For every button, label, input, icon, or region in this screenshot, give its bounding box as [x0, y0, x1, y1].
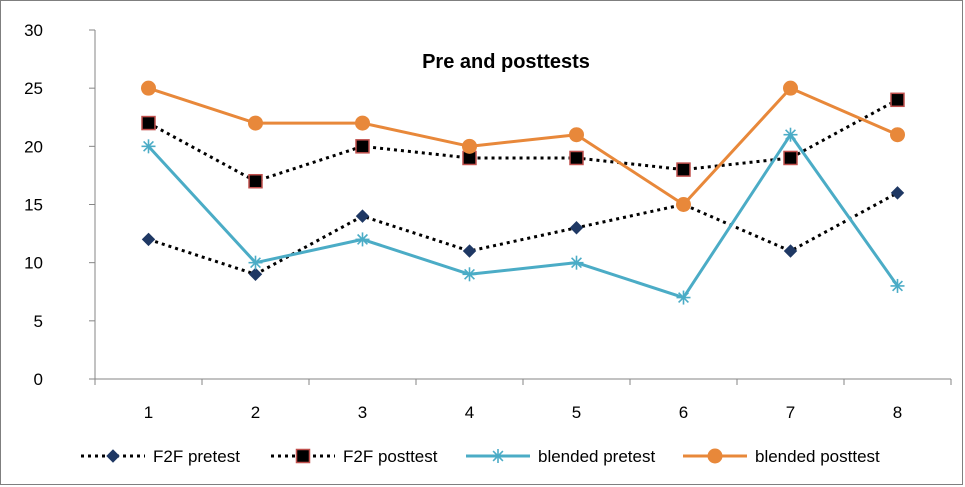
- legend-label: blended posttest: [755, 447, 880, 466]
- y-tick-label: 5: [34, 312, 43, 331]
- legend-label: F2F pretest: [153, 447, 240, 466]
- legend-label: F2F posttest: [343, 447, 438, 466]
- y-tick-label: 0: [34, 370, 43, 389]
- data-point-f2f-pretest: [355, 209, 370, 223]
- legend-item-blended-posttest: blended posttest: [683, 447, 880, 466]
- y-tick-label: 30: [24, 21, 43, 40]
- y-tick-label: 15: [24, 196, 43, 215]
- data-point-blended-pretest: [248, 255, 263, 270]
- data-point-blended-pretest: [462, 267, 477, 282]
- legend-item-f2f-posttest: F2F posttest: [271, 447, 438, 466]
- legend-marker: [707, 448, 723, 464]
- data-point-f2f-posttest: [676, 162, 691, 177]
- data-point-blended-pretest: [569, 255, 584, 270]
- data-point-blended-pretest: [676, 290, 691, 305]
- x-tick-label: 1: [144, 403, 153, 422]
- y-tick-label: 25: [24, 79, 43, 98]
- data-point-blended-posttest: [462, 138, 477, 154]
- y-tick-label: 10: [24, 254, 43, 273]
- data-point-f2f-pretest: [141, 232, 156, 247]
- series-line-f2f-pretest: [148, 191, 899, 276]
- data-point-blended-pretest: [890, 278, 905, 293]
- data-point-blended-pretest: [141, 139, 156, 154]
- x-tick-label: 8: [893, 403, 902, 422]
- data-point-f2f-posttest: [569, 150, 584, 166]
- legend-item-blended-pretest: blended pretest: [466, 447, 655, 466]
- data-point-blended-posttest: [569, 127, 584, 143]
- data-point-blended-pretest: [355, 232, 370, 247]
- x-tick-label: 5: [572, 403, 581, 422]
- x-tick-label: 3: [358, 403, 367, 422]
- legend-marker: [491, 449, 505, 463]
- data-point-f2f-posttest: [141, 115, 156, 131]
- data-point-blended-posttest: [355, 115, 370, 131]
- data-point-f2f-posttest: [355, 139, 370, 154]
- data-point-blended-posttest: [783, 80, 798, 96]
- legend-item-f2f-pretest: F2F pretest: [81, 447, 240, 466]
- series-line-blended-posttest: [148, 86, 899, 206]
- data-point-blended-posttest: [890, 127, 905, 143]
- chart-title: Pre and posttests: [422, 51, 590, 73]
- data-point-f2f-posttest: [248, 173, 263, 189]
- data-point-f2f-pretest: [569, 221, 584, 235]
- data-point-f2f-posttest: [890, 92, 905, 108]
- x-tick-label: 4: [465, 403, 474, 422]
- legend-label: blended pretest: [538, 447, 655, 466]
- legend-marker: [106, 449, 120, 463]
- data-point-f2f-pretest: [248, 267, 263, 282]
- data-point-blended-posttest: [676, 197, 691, 212]
- data-point-f2f-pretest: [783, 244, 798, 258]
- series-line-blended-pretest: [147, 133, 899, 300]
- legend-marker: [295, 448, 311, 464]
- x-tick-label: 6: [679, 403, 688, 422]
- data-point-blended-posttest: [141, 80, 156, 96]
- data-point-blended-pretest: [783, 127, 798, 142]
- y-tick-label: 20: [24, 137, 43, 156]
- data-point-blended-posttest: [248, 115, 263, 131]
- data-point-f2f-pretest: [462, 244, 477, 258]
- x-tick-label: 7: [786, 403, 795, 422]
- data-point-f2f-posttest: [783, 150, 798, 166]
- x-tick-label: 2: [251, 403, 260, 422]
- data-point-f2f-pretest: [890, 186, 905, 200]
